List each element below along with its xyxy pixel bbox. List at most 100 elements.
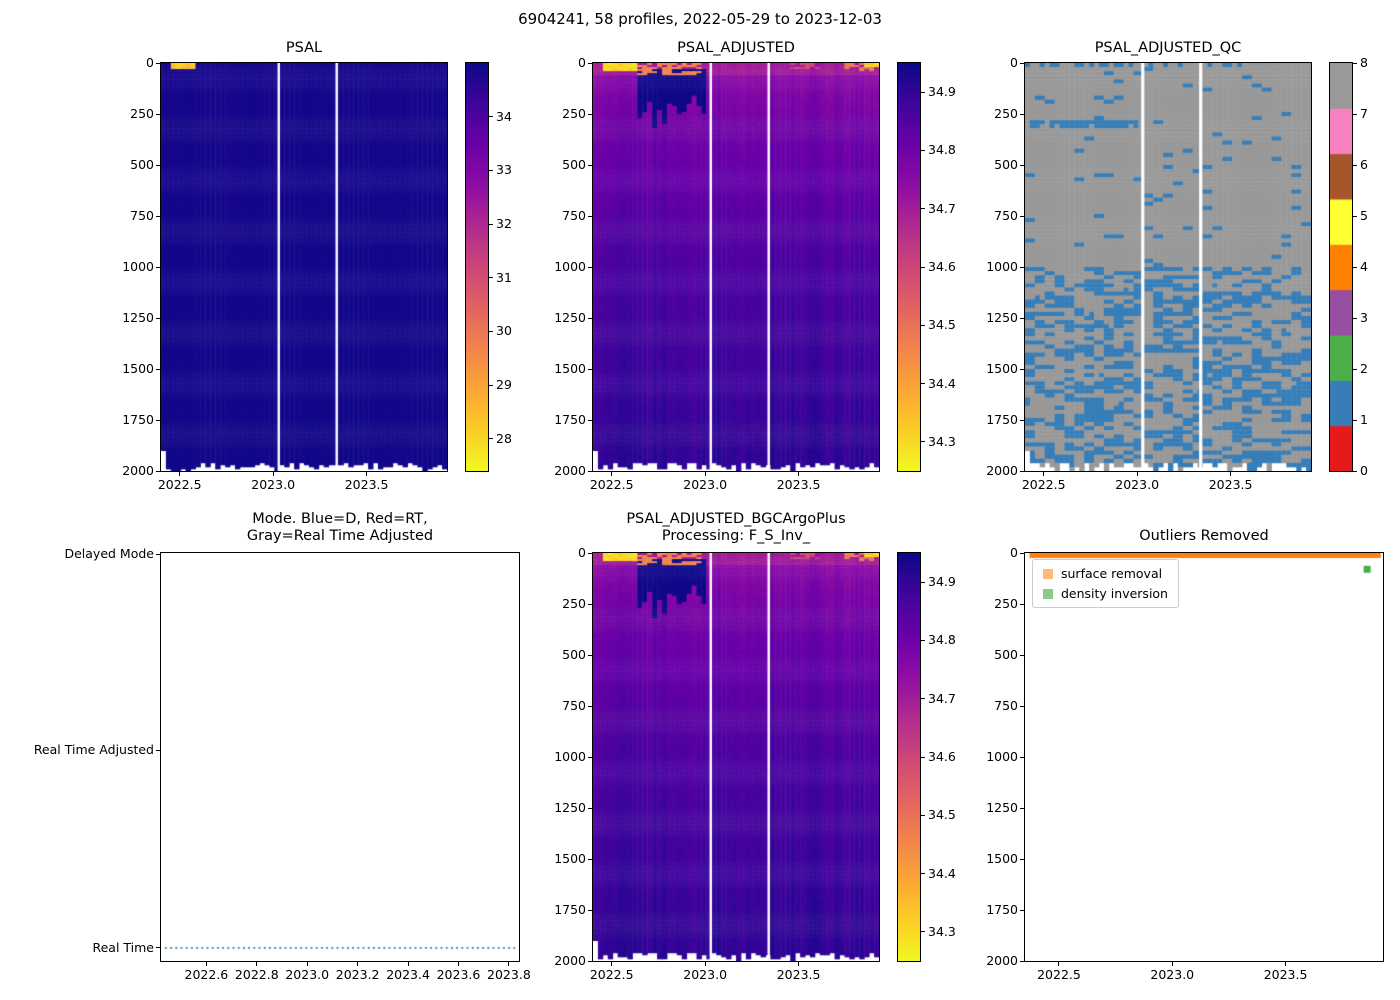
y-tick-label: 2000 xyxy=(122,463,154,478)
y-tick-mark xyxy=(588,164,592,166)
x-tick-label: 2023.5 xyxy=(776,967,821,982)
colorbar-tick-mark xyxy=(921,931,925,933)
psal-adjusted-colorbar-canvas xyxy=(898,63,920,471)
y-tick-label: 250 xyxy=(994,596,1018,611)
psal-adjusted-title: PSAL_ADJUSTED xyxy=(677,40,795,56)
outliers-axes xyxy=(1024,552,1384,962)
colorbar-tick-label: 30 xyxy=(496,323,512,339)
y-category-label: Real Time xyxy=(92,939,154,955)
x-tick-label: 2022.5 xyxy=(589,477,634,492)
colorbar-tick-label: 34.9 xyxy=(928,574,956,590)
y-tick-mark xyxy=(588,603,592,605)
y-tick-label: 1250 xyxy=(554,800,586,815)
colorbar-tick-mark xyxy=(1353,368,1357,370)
y-tick-mark xyxy=(1020,960,1024,962)
x-tick-mark xyxy=(798,962,800,966)
x-tick-mark xyxy=(366,472,368,476)
y-tick-mark xyxy=(588,62,592,64)
y-category-label: Delayed Mode xyxy=(64,546,154,562)
qc-heatmap-axes xyxy=(1024,62,1312,472)
y-tick-mark xyxy=(1020,62,1024,64)
y-tick-label: 1250 xyxy=(554,310,586,325)
colorbar-tick-mark xyxy=(489,169,493,171)
colorbar-tick-label: 33 xyxy=(496,162,512,178)
surface-removal-label: surface removal xyxy=(1061,566,1163,581)
y-tick-mark xyxy=(588,756,592,758)
colorbar-tick-mark xyxy=(921,149,925,151)
colorbar-tick-label: 34.6 xyxy=(928,749,956,764)
outliers-legend: surface removal density inversion xyxy=(1032,559,1179,608)
x-tick-label: 2023.8 xyxy=(487,967,531,982)
x-tick-label: 2023.5 xyxy=(344,477,389,492)
colorbar-tick-label: 0 xyxy=(1360,463,1368,478)
colorbar-tick-mark xyxy=(921,639,925,641)
x-tick-mark xyxy=(704,472,706,476)
y-tick-label: 1750 xyxy=(986,902,1018,917)
outliers-title: Outliers Removed xyxy=(1139,528,1269,544)
colorbar-tick-mark xyxy=(921,814,925,816)
y-tick-label: 1000 xyxy=(122,259,154,274)
y-tick-mark xyxy=(588,654,592,656)
psal-adjusted-heatmap-axes xyxy=(592,62,880,472)
y-tick-mark xyxy=(1020,164,1024,166)
y-tick-mark xyxy=(588,909,592,911)
x-tick-mark xyxy=(1043,472,1045,476)
x-tick-label: 2023.5 xyxy=(776,477,821,492)
psal-heatmap-canvas xyxy=(161,63,447,471)
x-tick-mark xyxy=(457,962,459,966)
legend-entry-density-inversion: density inversion xyxy=(1043,586,1168,601)
colorbar-tick-mark xyxy=(1353,419,1357,421)
colorbar-tick-label: 31 xyxy=(496,269,512,285)
y-tick-label: 1000 xyxy=(986,259,1018,274)
psal-title: PSAL xyxy=(285,40,323,56)
y-tick-label: 2000 xyxy=(986,953,1018,968)
y-tick-label: 0 xyxy=(578,545,586,560)
colorbar-tick-label: 34.7 xyxy=(928,690,956,706)
colorbar-tick-mark xyxy=(921,441,925,443)
psal-colorbar-canvas xyxy=(466,63,488,471)
colorbar-tick-mark xyxy=(489,330,493,332)
x-tick-label: 2023.0 xyxy=(683,967,728,982)
y-tick-label: 1500 xyxy=(554,851,586,866)
x-tick-mark xyxy=(179,472,181,476)
psal-heatmap-axes xyxy=(160,62,448,472)
colorbar-tick-mark xyxy=(489,438,493,440)
y-tick-mark xyxy=(588,215,592,217)
x-tick-label: 2022.8 xyxy=(234,967,279,982)
y-tick-label: 500 xyxy=(994,157,1018,172)
x-tick-label: 2023.2 xyxy=(335,967,380,982)
colorbar-tick-label: 34.7 xyxy=(928,200,956,216)
colorbar-tick-label: 34.5 xyxy=(928,317,956,333)
colorbar-tick-label: 29 xyxy=(496,377,512,393)
y-tick-mark xyxy=(588,266,592,268)
colorbar-tick-mark xyxy=(1353,113,1357,115)
y-tick-mark xyxy=(156,553,160,555)
x-tick-label: 2023.0 xyxy=(1115,477,1160,492)
y-category-label: Real Time Adjusted xyxy=(33,742,154,758)
y-tick-mark xyxy=(588,705,592,707)
legend-entry-surface-removal: surface removal xyxy=(1043,566,1168,581)
y-tick-mark xyxy=(156,266,160,268)
y-tick-mark xyxy=(1020,215,1024,217)
y-tick-label: 1000 xyxy=(986,749,1018,764)
x-tick-label: 2023.5 xyxy=(1263,967,1308,982)
y-tick-mark xyxy=(588,419,592,421)
y-tick-label: 0 xyxy=(146,55,154,70)
colorbar-tick-label: 34.4 xyxy=(928,375,956,391)
bgc-colorbar-canvas xyxy=(898,553,920,961)
y-tick-mark xyxy=(156,317,160,319)
x-tick-label: 2023.0 xyxy=(285,967,330,982)
y-tick-label: 1250 xyxy=(986,800,1018,815)
y-tick-mark xyxy=(588,552,592,554)
y-tick-mark xyxy=(1020,654,1024,656)
y-tick-label: 1500 xyxy=(122,361,154,376)
y-tick-mark xyxy=(588,858,592,860)
colorbar-tick-mark xyxy=(921,581,925,583)
colorbar-tick-mark xyxy=(489,116,493,118)
mode-line-canvas xyxy=(161,553,519,961)
colorbar-tick-label: 32 xyxy=(496,216,512,232)
y-tick-label: 500 xyxy=(994,647,1018,662)
colorbar-tick-mark xyxy=(1353,317,1357,319)
